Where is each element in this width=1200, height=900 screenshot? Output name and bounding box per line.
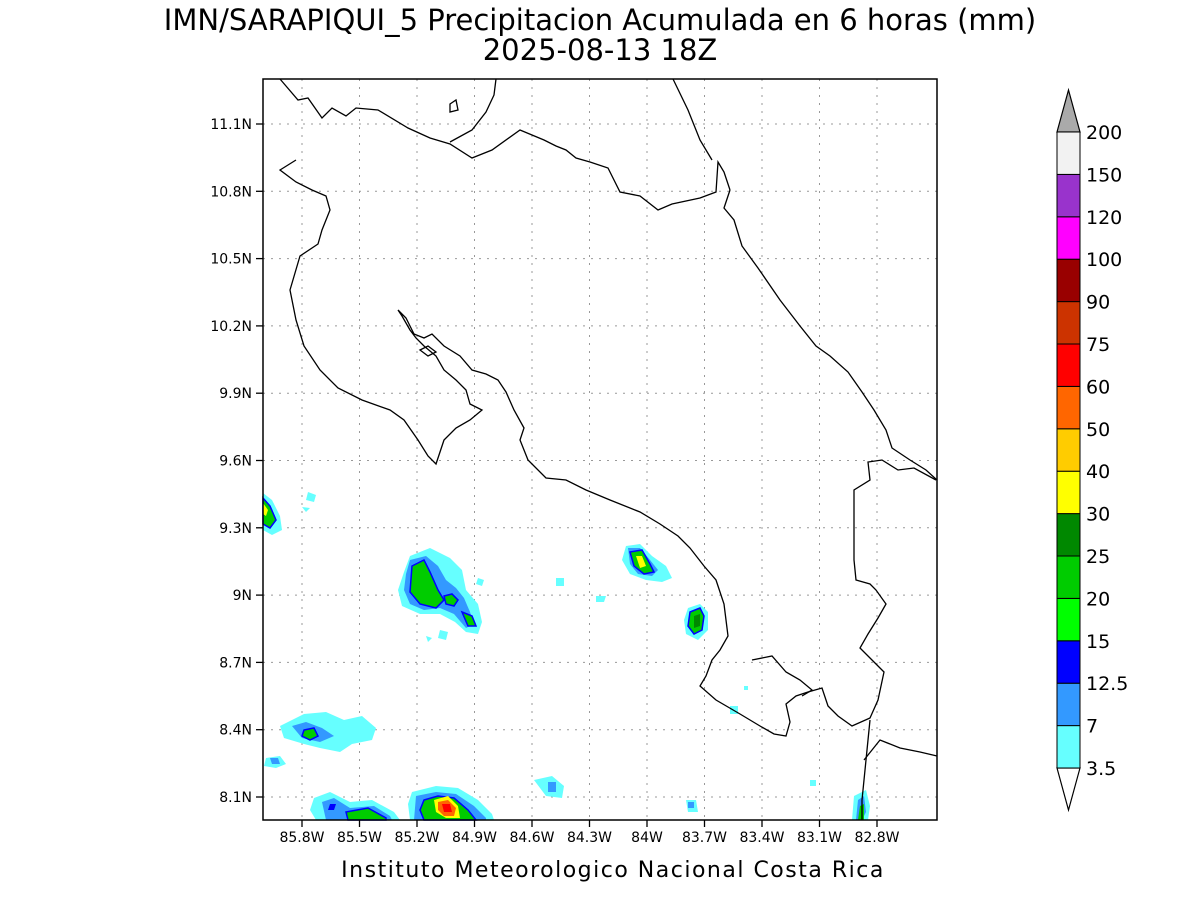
longitude-tick-label: 85.8W: [279, 830, 324, 846]
colorbar-level-label: 120: [1086, 207, 1122, 229]
longitude-tick-label: 85.2W: [394, 830, 439, 846]
colorbar-swatch: [1056, 640, 1081, 684]
colorbar-swatch: [1056, 385, 1081, 430]
footer-credit: Instituto Meteorologico Nacional Costa R…: [341, 858, 885, 883]
latitude-tick-label: 10.8N: [210, 184, 252, 200]
precipitation-contours: [262, 492, 870, 821]
colorbar-legend: 3.5 7 12.5 15 20 25 30 40 50 60 75 90 100 120 150 200: [1056, 87, 1128, 813]
colorbar-swatch: [1056, 555, 1081, 599]
map-title: IMN/SARAPIQUI_5 Precipitacion Acumulada …: [164, 3, 1036, 37]
colorbar-level-label: 100: [1086, 249, 1122, 271]
colorbar-swatch: [1056, 597, 1081, 642]
longitude-tick-label: 83.7W: [682, 830, 727, 846]
colorbar-swatch: [1056, 301, 1081, 345]
longitude-tick-label: 83.4W: [739, 830, 784, 846]
map-datetime: 2025-08-13 18Z: [483, 33, 718, 67]
coastline-and-borders: [278, 78, 938, 820]
latitude-tick-label: 9.9N: [219, 386, 252, 402]
latitude-tick-label: 8.7N: [219, 655, 252, 671]
colorbar-swatch: [1056, 428, 1081, 472]
colorbar-low-triangle: [1056, 767, 1081, 813]
colorbar-swatch: [1056, 682, 1081, 727]
longitude-axis: 85.8W 85.5W 85.2W 84.9W 84.6W 84.3W 84W 83.7W 83…: [279, 820, 900, 846]
colorbar-high-triangle: [1056, 87, 1081, 133]
longitude-tick-label: 84.9W: [452, 830, 497, 846]
colorbar-level-label: 50: [1086, 419, 1110, 441]
colorbar-swatch: [1056, 343, 1081, 387]
colorbar-swatch: [1056, 513, 1081, 557]
map-gridlines: [263, 79, 937, 820]
latitude-tick-label: 10.2N: [210, 319, 252, 335]
longitude-tick-label: 84.6W: [509, 830, 554, 846]
colorbar-level-label: 75: [1086, 334, 1110, 356]
colorbar-level-label: 60: [1086, 376, 1110, 398]
longitude-tick-label: 83.1W: [797, 830, 842, 846]
longitude-tick-label: 82.8W: [854, 830, 899, 846]
colorbar-level-label: 20: [1086, 588, 1110, 610]
colorbar-level-label: 25: [1086, 546, 1110, 568]
colorbar-swatch: [1056, 216, 1081, 260]
colorbar-level-label: 15: [1086, 631, 1110, 653]
colorbar-level-label: 90: [1086, 292, 1110, 314]
latitude-tick-label: 9N: [233, 588, 252, 604]
latitude-tick-label: 9.3N: [219, 521, 252, 537]
colorbar-level-label: 12.5: [1086, 673, 1128, 695]
colorbar-swatch: [1056, 131, 1081, 175]
longitude-tick-label: 85.5W: [337, 830, 382, 846]
map-frame: [262, 78, 938, 821]
latitude-tick-label: 10.5N: [210, 252, 252, 268]
colorbar-level-label: 3.5: [1086, 758, 1116, 780]
colorbar-level-label: 7: [1086, 716, 1098, 738]
latitude-tick-label: 8.4N: [219, 723, 252, 739]
latitude-axis: 11.1N 10.8N 10.5N 10.2N 9.9N 9.6N 9.3N 9N 8.7N 8.…: [210, 117, 263, 806]
colorbar-level-label: 40: [1086, 461, 1110, 483]
colorbar-level-label: 200: [1086, 122, 1122, 144]
map-area: [263, 79, 937, 820]
longitude-tick-label: 84W: [631, 830, 663, 846]
latitude-tick-label: 9.6N: [219, 454, 252, 470]
longitude-tick-label: 84.3W: [567, 830, 612, 846]
colorbar-swatch: [1056, 470, 1081, 515]
colorbar-level-label: 150: [1086, 164, 1122, 186]
latitude-tick-label: 8.1N: [219, 790, 252, 806]
latitude-tick-label: 11.1N: [210, 117, 252, 133]
colorbar-swatch: [1056, 258, 1081, 303]
colorbar-swatch: [1056, 173, 1081, 218]
colorbar-swatch: [1056, 725, 1081, 769]
colorbar-level-label: 30: [1086, 504, 1110, 526]
